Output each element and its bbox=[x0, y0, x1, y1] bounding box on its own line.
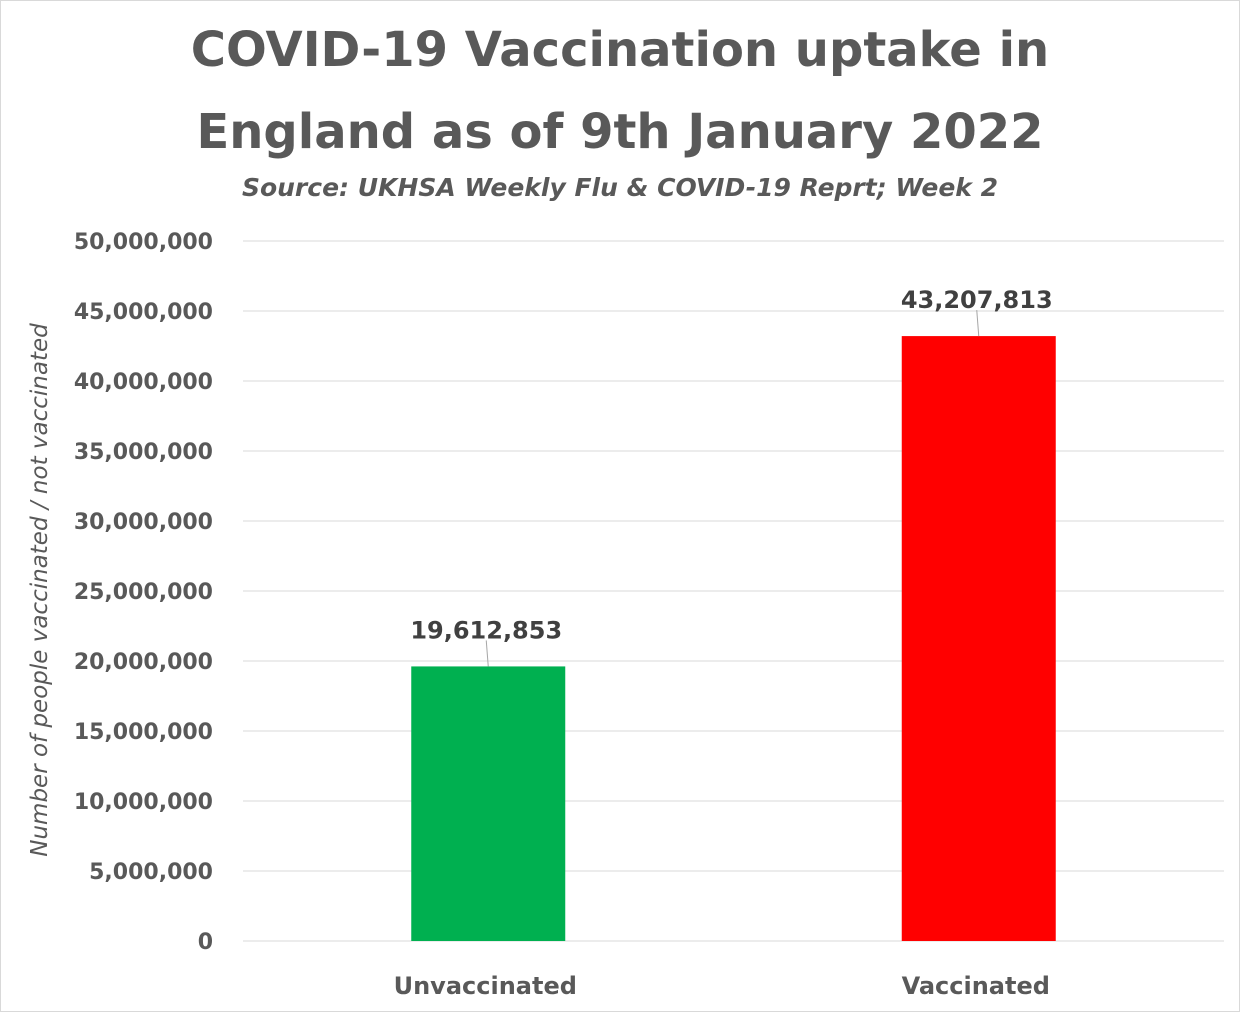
y-tick-label: 10,000,000 bbox=[74, 790, 213, 815]
bar-unvaccinated bbox=[411, 666, 566, 941]
x-axis-categories: Unvaccinated Vaccinated bbox=[394, 972, 1050, 1000]
y-tick-label: 25,000,000 bbox=[74, 580, 213, 605]
y-tick-label: 30,000,000 bbox=[74, 510, 213, 535]
chart-subtitle: Source: UKHSA Weekly Flu & COVID-19 Repr… bbox=[241, 173, 999, 202]
y-axis-label: Number of people vaccinated / not vaccin… bbox=[27, 323, 53, 857]
y-tick-label: 20,000,000 bbox=[74, 650, 213, 675]
chart-title-line-1: COVID-19 Vaccination uptake in bbox=[190, 22, 1050, 78]
y-tick-label: 0 bbox=[198, 930, 213, 955]
y-tick-label: 50,000,000 bbox=[74, 230, 213, 255]
data-label-vaccinated: 43,207,813 bbox=[901, 286, 1053, 314]
y-axis-ticks: 0 5,000,000 10,000,000 15,000,000 20,000,000… bbox=[74, 230, 213, 955]
data-label-leader-line bbox=[485, 640, 489, 667]
bar-vaccinated bbox=[901, 336, 1056, 942]
x-category-label-vaccinated: Vaccinated bbox=[902, 972, 1050, 1000]
y-tick-label: 35,000,000 bbox=[74, 440, 213, 465]
data-label-unvaccinated: 19,612,853 bbox=[410, 616, 562, 644]
y-tick-label: 15,000,000 bbox=[74, 720, 213, 745]
data-labels: 19,612,853 43,207,813 bbox=[410, 286, 1053, 667]
bars bbox=[411, 336, 1056, 942]
data-label-leader-line bbox=[976, 310, 980, 337]
x-category-label-unvaccinated: Unvaccinated bbox=[394, 972, 577, 1000]
y-tick-label: 5,000,000 bbox=[89, 860, 213, 885]
gridlines bbox=[243, 240, 1224, 942]
chart-title-line-2: England as of 9th January 2022 bbox=[196, 104, 1044, 160]
y-tick-label: 45,000,000 bbox=[74, 300, 213, 325]
y-tick-label: 40,000,000 bbox=[74, 370, 213, 395]
